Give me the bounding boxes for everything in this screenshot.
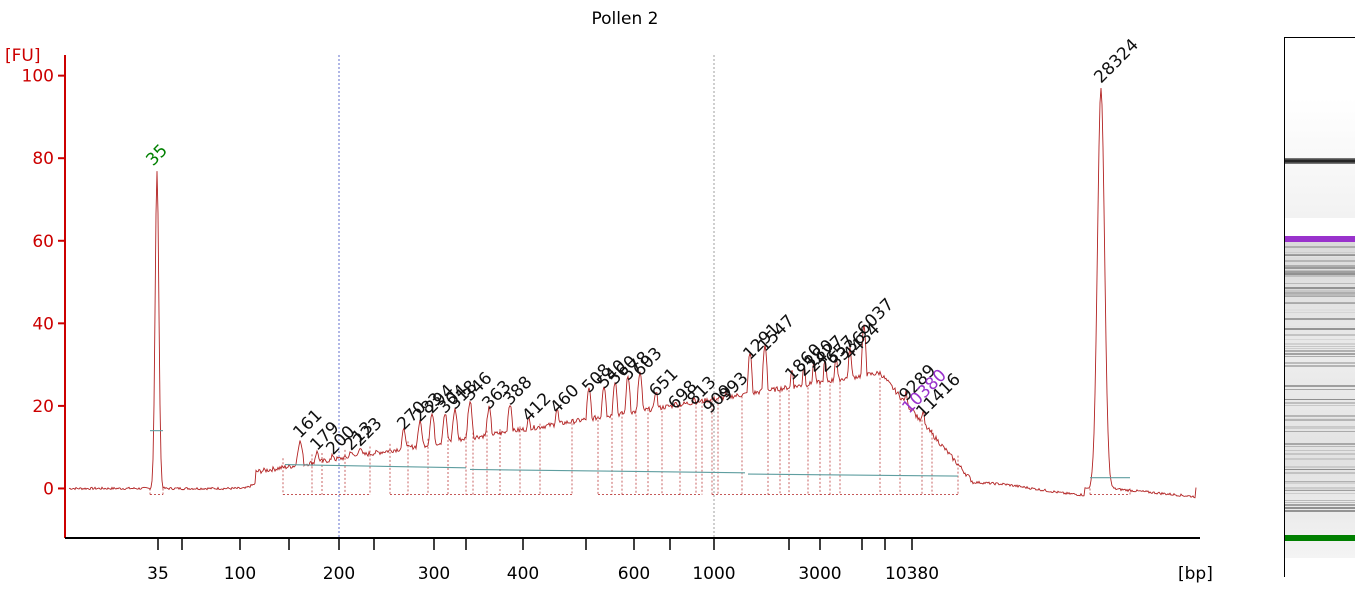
gel-smear-band (1285, 256, 1355, 257)
gel-smear-band (1285, 443, 1355, 445)
electropherogram-chart: Pollen 2 [FU] [bp] 0 20 40 60 80 100 35 100 200 3… (5, 9, 1213, 584)
x-tick-label: 100 (224, 564, 256, 584)
gel-smear-band (1285, 290, 1355, 292)
gel-smear-band (1285, 493, 1355, 494)
gel-smear-band (1285, 405, 1355, 406)
gel-smear-band (1285, 292, 1355, 294)
gel-smear-band (1285, 303, 1355, 304)
gel-smear-band (1285, 252, 1355, 253)
x-tick-label: 400 (507, 564, 539, 584)
gel-smear-band (1285, 328, 1355, 330)
gel-smear-band (1285, 389, 1355, 390)
gel-smear-band (1285, 482, 1355, 484)
gel-smear-band (1285, 466, 1355, 468)
gel-smear-band (1285, 426, 1355, 427)
gel-smear-band (1285, 490, 1355, 491)
gel-smear-band (1285, 309, 1355, 311)
y-axis-label: [FU] (5, 46, 41, 66)
gel-smear-band (1285, 246, 1355, 248)
gel-smear-band (1285, 294, 1355, 296)
gel-smear-band (1285, 287, 1355, 289)
gel-lane (1284, 37, 1355, 577)
gel-smear-band (1285, 365, 1355, 367)
y-tick-label: 100 (22, 67, 54, 87)
gel-smear-band (1285, 265, 1355, 267)
gel-smear-band (1285, 346, 1355, 347)
peak-label: 460 (546, 381, 583, 418)
gel-smear-band (1285, 402, 1355, 404)
gel-smear-band (1285, 415, 1355, 417)
peak-label: 28324 (1090, 35, 1142, 87)
gel-smear-band (1285, 399, 1355, 400)
gel-smear-band (1285, 453, 1355, 455)
gel-smear-band (1285, 318, 1355, 320)
gel-smear-band (1285, 510, 1355, 512)
y-tick-label: 80 (32, 149, 54, 169)
y-tick-label: 60 (32, 232, 54, 252)
marker-label: 35 (142, 141, 171, 170)
gel-smear-band (1285, 348, 1355, 349)
gel-smear-band (1285, 326, 1355, 327)
baseline-segment (469, 468, 746, 474)
gel-lower-marker (1285, 535, 1355, 541)
y-tick-label: 20 (32, 397, 54, 417)
y-tick-label: 40 (32, 314, 54, 334)
gel-smear-band (1285, 339, 1355, 340)
gel-smear-band (1285, 458, 1355, 460)
x-tick-label: 600 (618, 564, 650, 584)
gel-smear-band (1285, 353, 1355, 355)
gel-smear-band (1285, 502, 1355, 503)
y-tick-label: 0 (43, 479, 54, 499)
gel-smear-band (1285, 472, 1355, 474)
baseline-segment (284, 463, 467, 469)
gel-smear-band (1285, 283, 1355, 284)
gel-smear-band (1285, 431, 1355, 432)
gel-smear-band (1285, 500, 1355, 501)
x-tick-label: 200 (323, 564, 355, 584)
gel-smear-band (1285, 362, 1355, 364)
gel-smear-band (1285, 385, 1355, 387)
gel-smear-band (1285, 295, 1355, 297)
x-tick-label: 35 (147, 564, 169, 584)
x-tick-label: 10380 (885, 564, 939, 584)
gel-smear-band (1285, 260, 1355, 262)
gel-smear-band (1285, 356, 1355, 357)
gel-smear-band (1285, 254, 1355, 256)
gel-smear-band (1285, 446, 1355, 447)
gel-smear-band (1285, 271, 1355, 273)
x-axis-label: [bp] (1178, 564, 1213, 584)
gel-smear-band (1285, 418, 1355, 419)
gel-smear-band (1285, 504, 1355, 506)
gel-smear-band (1285, 469, 1355, 470)
gel-smear-band (1285, 427, 1355, 429)
gel-smear-band (1285, 275, 1355, 277)
electropherogram-trace (68, 88, 1197, 499)
baseline-segment (747, 473, 959, 477)
gel-smear-band (1285, 343, 1355, 345)
gel-smear-band (1285, 487, 1355, 489)
gel-smear-band (1285, 350, 1355, 352)
gel-smear-band (1285, 419, 1355, 421)
plot-area: 0 20 40 60 80 100 35 100 200 300 400 600 1000 3000 103… (22, 35, 1200, 584)
x-tick-label: 1000 (692, 564, 735, 584)
gel-smear-band (1285, 273, 1355, 275)
gel-band-upper (1285, 158, 1355, 164)
gel-smear-band (1285, 312, 1355, 313)
gel-smear-band (1285, 270, 1355, 271)
gel-smear-band (1285, 267, 1355, 269)
gel-smear-band (1285, 481, 1355, 482)
gel-smear-band (1285, 450, 1355, 451)
gel-smear-band (1285, 507, 1355, 509)
gel-smear-band (1285, 334, 1355, 336)
chart-title: Pollen 2 (592, 9, 659, 29)
gel-upper-marker (1285, 236, 1355, 242)
x-tick-label: 3000 (798, 564, 841, 584)
gel-smear-band (1285, 254, 1355, 255)
x-tick-label: 300 (418, 564, 450, 584)
